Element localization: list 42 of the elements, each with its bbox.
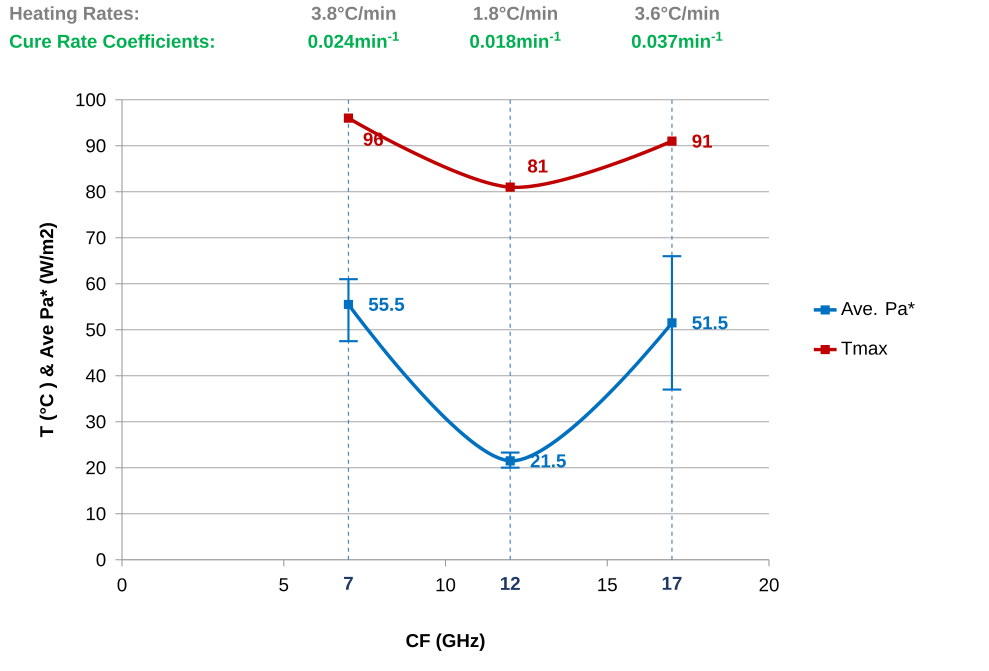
point [506, 182, 515, 192]
point [667, 318, 677, 328]
y-tick-label: 40 [86, 369, 106, 382]
data-label: 81 [528, 160, 548, 173]
y-tick-label: 30 [86, 415, 106, 428]
x-axis-title: CF (GHz) [406, 634, 484, 651]
y-tick-label: 20 [86, 461, 106, 474]
y-tick-label: 100 [76, 93, 106, 106]
y-tick-label: 0 [96, 553, 106, 566]
ref-line-label: 17 [662, 577, 682, 590]
y-axis-title: T (°C ) & Ave Pa* (W/m2) [40, 223, 57, 438]
legend-label: Tmax [841, 342, 888, 355]
y-tick-label: 50 [86, 323, 106, 336]
x-tick-label: 10 [436, 578, 456, 592]
point [344, 114, 354, 123]
y-tick-label: 70 [86, 231, 106, 244]
data-label: 91 [692, 134, 712, 148]
x-tick-label: 5 [279, 578, 288, 592]
text: 1.8°C/min [474, 6, 558, 20]
point [344, 300, 354, 310]
text: 0.024min$^{-1}$ [308, 32, 399, 48]
text: 3.8°C/min [312, 6, 396, 20]
text: Heating Rates: [10, 6, 138, 24]
x-tick-label: 0 [118, 578, 126, 592]
point [667, 136, 677, 146]
data-label: 21.5 [530, 454, 566, 468]
text: 3.6°C/min [635, 6, 719, 20]
data-label: 51.5 [692, 316, 728, 330]
legend-label: Ave. Pa* [841, 302, 915, 316]
x-tick-label: 20 [760, 578, 779, 592]
data-label: 55.5 [368, 298, 404, 312]
point [506, 456, 515, 466]
y-tick-label: 10 [86, 507, 106, 520]
y-tick-label: 90 [86, 139, 106, 152]
ref-line-label: 12 [500, 577, 520, 590]
y-tick-label: 60 [86, 277, 106, 290]
text: 0.037min$^{-1}$ [632, 32, 722, 48]
y-tick-label: 80 [86, 185, 106, 198]
text: Cure Rate Coefficients: [10, 34, 214, 48]
text: 0.018min$^{-1}$ [470, 32, 561, 48]
x-tick-label: 15 [598, 578, 617, 592]
ref-line-label: 7 [344, 577, 353, 590]
